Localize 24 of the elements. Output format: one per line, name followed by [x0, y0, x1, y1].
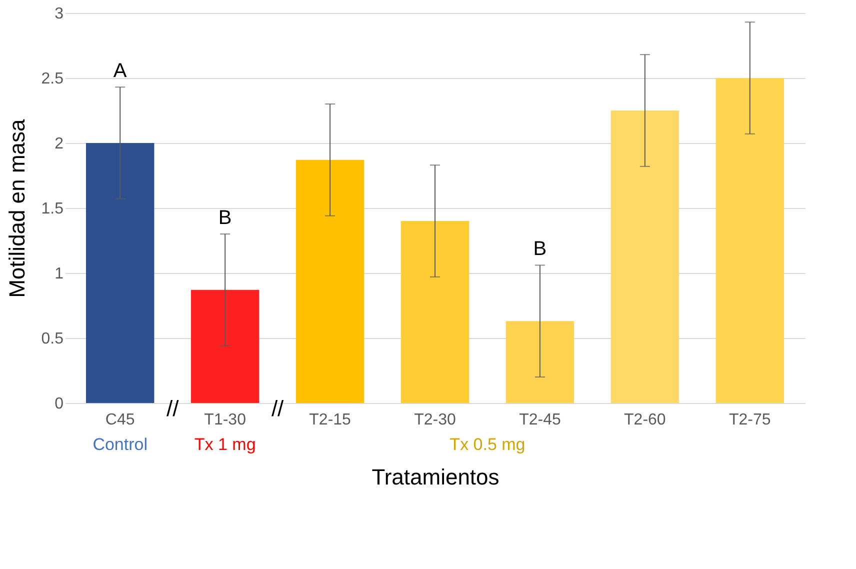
x-tick-label: T2-45 [519, 412, 561, 428]
x-tick-label: T1-30 [204, 412, 246, 428]
annotation: // [271, 396, 285, 421]
annotation: A [113, 60, 128, 82]
annotation: B [218, 207, 232, 229]
text: Tx 0.5 mg [450, 435, 526, 454]
y-axis-title: Motilidad en masa [4, 118, 30, 298]
y-tick-label: 2 [54, 136, 64, 152]
annotation: // [166, 396, 180, 421]
x-axis-title: Tratamientos [372, 464, 500, 490]
text: Tx 1 mg [194, 435, 256, 454]
x-tick-label: C45 [105, 412, 135, 428]
x-tick-label: T2-75 [728, 412, 771, 428]
text: Control [92, 435, 148, 454]
x-tick-label: T2-30 [414, 412, 456, 428]
y-tick-label: 1.5 [41, 200, 64, 218]
x-tick-label: T2-60 [624, 412, 666, 428]
x-tick-label: T2-15 [309, 412, 352, 428]
annotation: B [533, 238, 547, 260]
y-tick-label: 3 [54, 6, 64, 22]
y-tick-label: 0.5 [41, 330, 64, 348]
y-tick-label: 1 [54, 266, 64, 282]
y-tick-label: 0 [54, 396, 64, 412]
y-tick-label: 2.5 [41, 70, 64, 88]
